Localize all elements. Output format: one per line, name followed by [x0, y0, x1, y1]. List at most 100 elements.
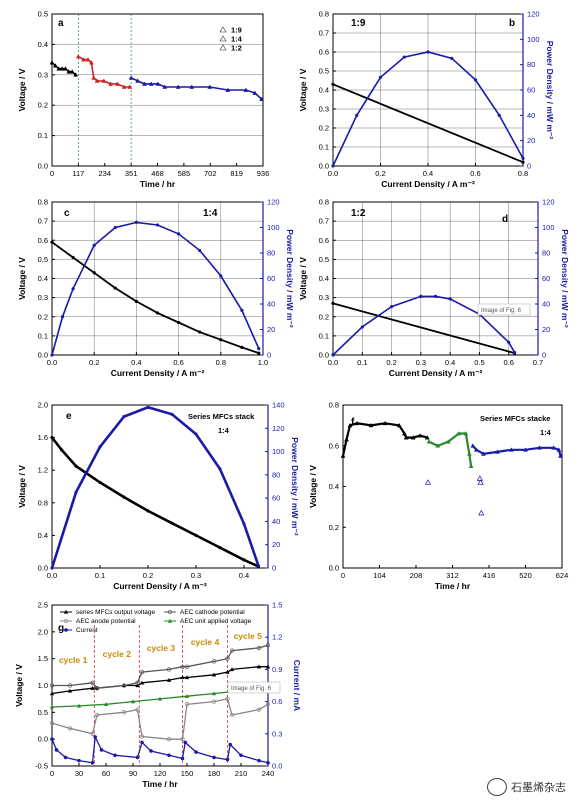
plot-frame	[342, 404, 563, 569]
outlier-point	[477, 479, 484, 485]
data-point	[49, 720, 55, 726]
data-point	[229, 667, 235, 672]
voltage-point	[521, 160, 525, 164]
data-point	[148, 81, 154, 86]
panel-label: e	[66, 411, 72, 422]
legend-marker	[63, 609, 69, 614]
y-tick-label: 0.2	[319, 312, 329, 321]
y-axis-title: Voltage / V	[298, 257, 308, 300]
y-tick-label: 0.5	[319, 67, 329, 76]
data-point	[344, 437, 349, 442]
data-point	[445, 439, 451, 444]
data-point	[207, 84, 213, 89]
y2-tick-label: 60	[542, 274, 550, 283]
data-point	[256, 664, 262, 669]
x-tick-label: 0.2	[375, 169, 385, 178]
data-point	[257, 758, 261, 763]
caption-text: Image of Fig. 6	[231, 686, 272, 692]
data-point	[67, 726, 73, 731]
x-tick-label: 520	[519, 571, 532, 580]
data-point	[66, 69, 72, 74]
data-point	[67, 683, 73, 688]
outlier-point	[476, 475, 483, 481]
y-tick-label: 0.3	[38, 70, 48, 79]
data-point	[121, 683, 127, 688]
y2-tick-label: 0	[272, 564, 276, 573]
data-point	[211, 699, 217, 704]
data-point	[77, 758, 81, 763]
data-point	[556, 447, 562, 452]
data-point	[94, 712, 100, 718]
panel-annotation: 1:9	[351, 18, 366, 29]
data-point	[252, 90, 258, 95]
y2-tick-label: 80	[527, 60, 535, 69]
panel-label: c	[64, 208, 70, 219]
panel-annotation: 1:4	[540, 428, 552, 437]
data-point	[113, 753, 117, 758]
x-tick-label: 936	[257, 169, 270, 178]
voltage-point	[50, 240, 54, 244]
power-point	[146, 405, 150, 409]
y-tick-label: 0.8	[319, 198, 329, 207]
y2-axis-title: Power Density / mW m⁻²	[560, 229, 570, 328]
panel-c: 0.0 0.2 0.4 0.6 0.8 1.0 0.0 0.1 0.2 0.3 0.4 0.5 0.6 0…	[17, 198, 295, 379]
power-point	[98, 445, 102, 449]
y-tick-label: 0.0	[38, 351, 48, 360]
data-point	[67, 688, 73, 693]
y-tick-label: 0.2	[38, 312, 48, 321]
x-tick-label: 90	[129, 769, 137, 778]
panel-label: f	[351, 417, 355, 428]
y-tick-label: 2.5	[38, 601, 48, 610]
y-tick-label: 0.3	[38, 293, 48, 302]
data-point	[149, 749, 153, 753]
power-point	[170, 412, 174, 416]
data-line-Current	[51, 734, 269, 764]
y2-tick-label: 20	[272, 540, 280, 549]
voltage-point	[155, 311, 160, 315]
voltage-point	[122, 495, 126, 499]
data-line-segment-1	[341, 422, 428, 457]
legend-label: AEC unit applied voltage	[180, 618, 252, 625]
wechat-icon	[487, 778, 507, 796]
data-point	[135, 78, 141, 83]
data-point	[256, 645, 262, 651]
x-tick-label: 104	[373, 571, 386, 580]
y2-tick-label: 0	[527, 162, 531, 171]
x-tick-label: 0.5	[474, 358, 484, 367]
x-tick-label: 0.3	[191, 571, 201, 580]
x-axis-title: Current Density / A m⁻²	[389, 368, 483, 378]
y-axis-title: Voltage / V	[14, 664, 24, 707]
data-point	[466, 451, 472, 456]
y2-tick-label: 80	[272, 470, 280, 479]
y-tick-label: 0.2	[38, 101, 48, 110]
data-point	[76, 703, 82, 708]
y-tick-label: 0.0	[329, 564, 339, 573]
legend-label: Current	[76, 627, 98, 634]
x-tick-label: 0.1	[95, 571, 105, 580]
y-tick-label: 0.2	[329, 523, 339, 532]
power-point	[450, 56, 454, 60]
legend-label: AEC anode potential	[76, 618, 136, 625]
power-point	[402, 55, 406, 59]
data-point	[121, 710, 127, 715]
panel-annotation: 1:2	[351, 208, 366, 219]
data-point	[211, 672, 217, 677]
y-tick-label: 0.4	[329, 482, 339, 491]
x-tick-label: 0.2	[89, 358, 99, 367]
power-point	[360, 325, 364, 329]
y2-tick-label: 80	[267, 249, 275, 258]
cycle-label: cycle 4	[191, 637, 220, 647]
data-point	[49, 683, 55, 688]
data-point	[90, 685, 95, 690]
power-point	[50, 566, 54, 570]
y-tick-label: 0.0	[38, 162, 48, 171]
data-point	[175, 84, 181, 89]
data-point	[142, 81, 147, 86]
y2-tick-label: 120	[542, 198, 555, 207]
x-tick-label: 0.1	[357, 358, 367, 367]
y-tick-label: 1.0	[38, 681, 48, 690]
legend-marker	[63, 618, 69, 624]
voltage-point	[170, 521, 174, 525]
data-point	[140, 740, 144, 745]
data-point	[184, 664, 190, 669]
